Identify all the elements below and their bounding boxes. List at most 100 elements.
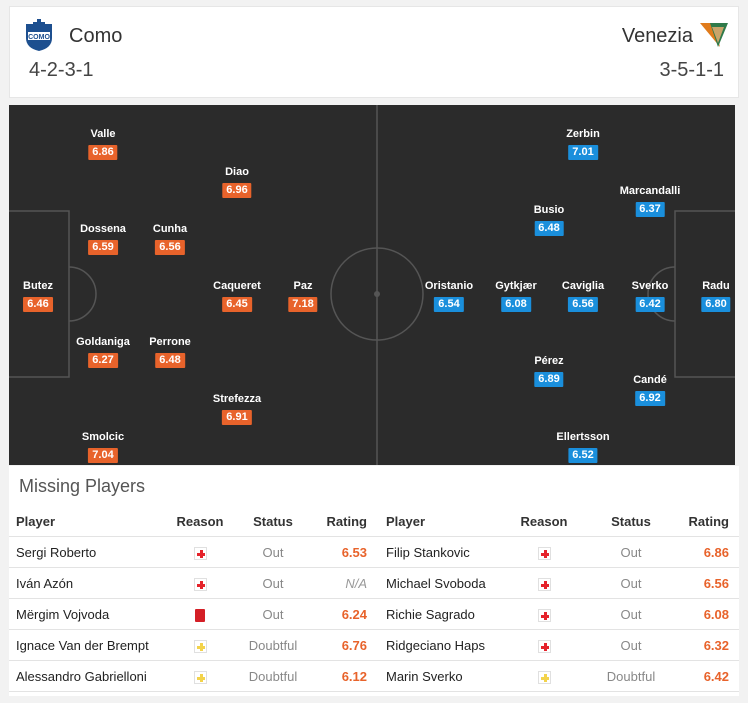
player-butez[interactable]: Butez 6.46 bbox=[23, 279, 53, 312]
reason-cell bbox=[504, 599, 584, 630]
player-name: Ellertsson bbox=[556, 431, 610, 443]
player-cande[interactable]: Candé 6.92 bbox=[633, 373, 667, 406]
player-rating: 6.45 bbox=[222, 297, 252, 312]
player-dossena[interactable]: Dossena 6.59 bbox=[80, 222, 126, 255]
table-row[interactable]: Sergi Roberto Out 6.53 bbox=[9, 537, 374, 568]
home-team-name[interactable]: Como bbox=[69, 25, 123, 47]
injury-icon bbox=[193, 578, 207, 592]
reason-cell bbox=[169, 661, 231, 692]
player-rating: 6.89 bbox=[534, 372, 564, 387]
table-row[interactable]: Richie Sagrado Out 6.08 bbox=[374, 599, 739, 630]
player-perrone[interactable]: Perrone 6.48 bbox=[149, 335, 191, 368]
player-name: Smolcic bbox=[81, 431, 125, 443]
player-radu[interactable]: Radu 6.80 bbox=[701, 279, 731, 312]
player-name[interactable]: Richie Sagrado bbox=[386, 607, 475, 622]
player-valle[interactable]: Valle 6.86 bbox=[88, 127, 118, 160]
reason-cell bbox=[169, 599, 231, 630]
away-formation: 3-5-1-1 bbox=[659, 59, 724, 81]
player-rating: 7.18 bbox=[288, 297, 318, 312]
rating-value: 6.08 bbox=[703, 607, 729, 622]
player-name[interactable]: Mërgim Vojvoda bbox=[16, 607, 110, 622]
player-name: Caviglia bbox=[561, 280, 605, 292]
player-perez[interactable]: Pérez 6.89 bbox=[534, 354, 564, 387]
player-busio[interactable]: Busio 6.48 bbox=[534, 203, 564, 236]
rating-value: 6.53 bbox=[341, 545, 367, 560]
player-diao[interactable]: Diao 6.96 bbox=[222, 165, 252, 198]
venezia-winged-lion-icon bbox=[698, 19, 730, 56]
rating-value: 6.32 bbox=[703, 638, 729, 653]
table-row[interactable]: Marin Sverko Doubtful 6.42 bbox=[374, 661, 739, 692]
table-row[interactable]: Ridgeciano Haps Out 6.32 bbox=[374, 630, 739, 661]
player-caviglia[interactable]: Caviglia 6.56 bbox=[562, 279, 604, 312]
player-rating: 6.86 bbox=[88, 145, 118, 160]
player-sverko[interactable]: Sverko 6.42 bbox=[631, 279, 669, 312]
table-row[interactable]: Michael Svoboda Out 6.56 bbox=[374, 568, 739, 599]
player-name[interactable]: Filip Stankovic bbox=[386, 545, 470, 560]
status-text: Out bbox=[262, 576, 284, 591]
away-team-name[interactable]: Venezia bbox=[621, 25, 693, 47]
table-header: Player Reason Status Rating bbox=[9, 506, 374, 537]
player-gytkjaer[interactable]: Gytkjær 6.08 bbox=[495, 279, 537, 312]
player-name[interactable]: Sergi Roberto bbox=[16, 545, 97, 560]
player-rating: 6.27 bbox=[88, 353, 118, 368]
player-name: Zerbin bbox=[566, 128, 600, 140]
player-goldaniga[interactable]: Goldaniga 6.27 bbox=[76, 335, 130, 368]
table-row[interactable]: Mërgim Vojvoda Out 6.24 bbox=[9, 599, 374, 630]
missing-players-title: Missing Players bbox=[19, 476, 146, 496]
player-caqueret[interactable]: Caqueret 6.45 bbox=[213, 279, 261, 312]
reason-cell bbox=[169, 568, 231, 599]
player-name[interactable]: Iván Azón bbox=[16, 576, 74, 591]
player-zerbin[interactable]: Zerbin 7.01 bbox=[566, 127, 600, 160]
player-rating: 6.59 bbox=[88, 240, 118, 255]
pitch-markings bbox=[9, 105, 735, 465]
table-row[interactable]: Filip Stankovic Out 6.86 bbox=[374, 537, 739, 568]
player-name[interactable]: Marin Sverko bbox=[386, 669, 463, 684]
player-smolcic[interactable]: Smolcic 7.04 bbox=[82, 430, 124, 463]
player-marcandalli[interactable]: Marcandalli 6.37 bbox=[620, 184, 680, 217]
player-rating: 6.54 bbox=[434, 297, 464, 312]
table-row[interactable]: Iván Azón Out N/A bbox=[9, 568, 374, 599]
player-oristanio[interactable]: Oristanio 6.54 bbox=[425, 279, 473, 312]
player-paz[interactable]: Paz 7.18 bbox=[288, 279, 318, 312]
match-header: COMO Como 4-2-3-1 Venezia 3-5-1-1 bbox=[9, 6, 739, 98]
reason-cell bbox=[169, 630, 231, 661]
player-name: Sverko bbox=[631, 280, 669, 292]
table-row[interactable]: Ignace Van der Brempt Doubtful 6.76 bbox=[9, 630, 374, 661]
player-name[interactable]: Ridgeciano Haps bbox=[386, 638, 486, 653]
player-rating: 6.56 bbox=[155, 240, 185, 255]
rating-value: N/A bbox=[345, 576, 367, 591]
player-rating: 7.04 bbox=[88, 448, 118, 463]
reason-cell bbox=[504, 537, 584, 568]
player-name[interactable]: Alessandro Gabrielloni bbox=[16, 669, 147, 684]
player-name[interactable]: Michael Svoboda bbox=[386, 576, 486, 591]
rating-value: 6.56 bbox=[703, 576, 729, 591]
header-status: Status bbox=[611, 514, 651, 529]
player-name: Radu bbox=[702, 280, 730, 292]
table-row[interactable]: Alessandro Gabrielloni Doubtful 6.12 bbox=[9, 661, 374, 692]
status-text: Out bbox=[262, 607, 284, 622]
player-rating: 6.42 bbox=[635, 297, 665, 312]
reason-cell bbox=[504, 630, 584, 661]
player-name[interactable]: Ignace Van der Brempt bbox=[16, 638, 149, 653]
player-name: Caqueret bbox=[213, 280, 261, 292]
player-ellertsson[interactable]: Ellertsson 6.52 bbox=[556, 430, 610, 463]
header-reason: Reason bbox=[176, 514, 224, 529]
injury-icon bbox=[537, 609, 551, 623]
como-crest-icon: COMO bbox=[22, 18, 56, 57]
rating-value: 6.76 bbox=[341, 638, 367, 653]
reason-cell bbox=[504, 661, 584, 692]
status-text: Doubtful bbox=[248, 638, 298, 653]
injury-icon bbox=[537, 578, 551, 592]
player-name: Gytkjær bbox=[495, 280, 537, 292]
status-text: Out bbox=[620, 576, 642, 591]
player-name: Dossena bbox=[80, 223, 126, 235]
player-cunha[interactable]: Cunha 6.56 bbox=[153, 222, 187, 255]
status-text: Out bbox=[620, 638, 642, 653]
status-text: Doubtful bbox=[606, 669, 656, 684]
injury-icon bbox=[193, 547, 207, 561]
player-rating: 6.91 bbox=[222, 410, 252, 425]
rating-value: 6.86 bbox=[703, 545, 729, 560]
player-strefezza[interactable]: Strefezza 6.91 bbox=[213, 392, 261, 425]
header-player: Player bbox=[386, 514, 426, 529]
player-name: Goldaniga bbox=[76, 336, 130, 348]
